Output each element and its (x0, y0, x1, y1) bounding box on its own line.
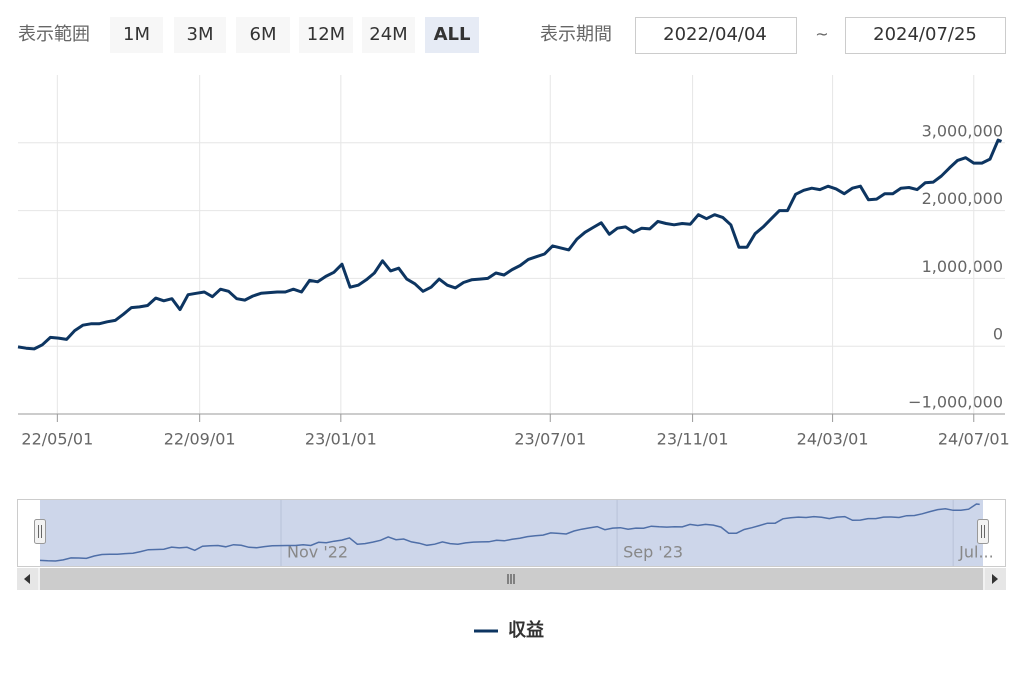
range-button[interactable] (110, 17, 163, 53)
range-button-label[interactable]: 6M (250, 24, 277, 45)
date-input-value[interactable]: 2022/04/04 (663, 24, 767, 45)
x-tick-label: 23/07/01 (514, 430, 586, 449)
x-tick-label: 22/05/01 (21, 430, 93, 449)
navigator-label: Sep '23 (623, 543, 683, 562)
range-button-label[interactable]: 3M (187, 24, 214, 45)
range-button-label[interactable]: ALL (434, 24, 471, 45)
range-button[interactable] (362, 17, 415, 53)
series-line (17, 138, 1003, 351)
date-input-value[interactable]: 2024/07/25 (873, 24, 977, 45)
period-label: 表示期間 (540, 24, 612, 45)
range-button-label[interactable]: 1M (123, 24, 150, 45)
x-tick-label: 24/07/01 (938, 430, 1010, 449)
x-tick-label: 23/01/01 (305, 430, 377, 449)
y-tick-label: −1,000,000 (908, 393, 1003, 412)
x-tick-label: 22/09/01 (164, 430, 236, 449)
range-button[interactable] (236, 17, 290, 53)
date-separator: ~ (815, 25, 828, 44)
scrollbar-arrow (992, 574, 998, 584)
range-button-label[interactable]: 24M (369, 24, 407, 45)
range-button[interactable] (425, 17, 479, 53)
y-tick-label: 1,000,000 (922, 257, 1003, 276)
y-tick-label: 0 (993, 325, 1003, 344)
y-tick-label: 3,000,000 (922, 121, 1003, 140)
legend-label[interactable]: 収益 (508, 619, 544, 641)
x-tick-label: 24/03/01 (797, 430, 869, 449)
navigator-handle[interactable] (34, 519, 46, 544)
range-button-label[interactable]: 12M (307, 24, 345, 45)
y-tick-label: 2,000,000 (922, 189, 1003, 208)
date-input[interactable] (845, 17, 1006, 54)
navigator-label: Nov '22 (287, 543, 348, 562)
range-button[interactable] (174, 17, 226, 53)
date-input[interactable] (635, 17, 797, 54)
range-button[interactable] (299, 17, 353, 53)
navigator-selection (40, 500, 983, 566)
scrollbar-arrow (24, 574, 30, 584)
navigator-label: Jul... (958, 543, 994, 562)
navigator-line (39, 503, 980, 562)
range-label: 表示範囲 (18, 24, 90, 45)
x-tick-label: 23/11/01 (657, 430, 729, 449)
navigator-handle[interactable] (977, 519, 989, 544)
